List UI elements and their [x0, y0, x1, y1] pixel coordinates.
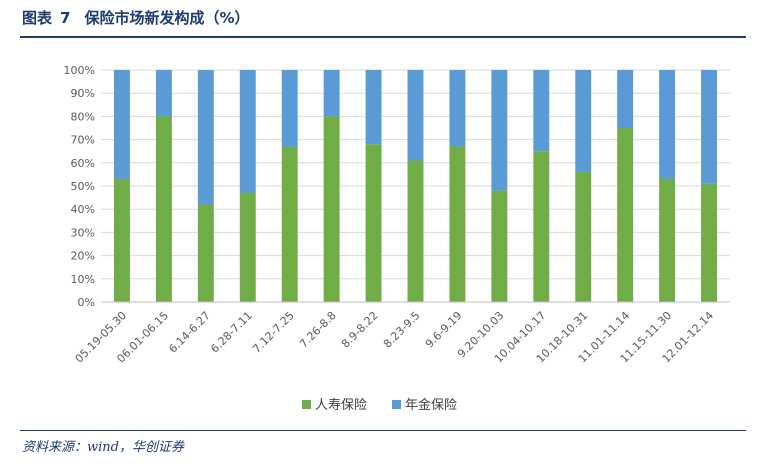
x-tick-label: 9.6-9.19 [423, 309, 465, 351]
bar-segment [701, 70, 718, 184]
y-tick-label: 80% [71, 110, 95, 123]
bar-segment [239, 70, 256, 193]
header-rule [20, 36, 746, 38]
bar-segment [575, 70, 592, 173]
bar-segment [281, 70, 298, 147]
y-tick-label: 20% [71, 250, 95, 263]
x-tick-label: 7.26-8.8 [297, 309, 339, 351]
bar-segment [617, 70, 634, 128]
bar-segment [113, 70, 130, 180]
bar-segment [449, 146, 466, 302]
y-axis: 0% 10% 20% 30% 40% 50% 60% 70% 80% 90% 100% [64, 64, 95, 309]
bar-segment [407, 70, 424, 161]
bar-segment [449, 70, 466, 147]
source-note: 资料来源：wind，华创证券 [22, 440, 184, 455]
legend-swatch [392, 400, 401, 409]
x-tick-label: 7.12-7.25 [250, 309, 297, 356]
y-tick-label: 50% [71, 180, 95, 193]
bar-segment [491, 70, 508, 191]
figure-title: 图表 7 保险市场新发构成（%） [22, 6, 249, 30]
bar-segment [113, 179, 130, 302]
bar-segment [491, 190, 508, 302]
bar-segment [155, 116, 172, 303]
legend-label: 年金保险 [405, 397, 457, 413]
y-tick-label: 0% [78, 296, 95, 309]
x-tick-label: 6.14-6.27 [166, 309, 213, 356]
y-tick-label: 90% [71, 87, 95, 100]
bars [113, 70, 718, 303]
bar-segment [575, 172, 592, 302]
y-tick-label: 60% [71, 157, 95, 170]
x-tick-label: 8.9-8.22 [339, 309, 381, 351]
figure-label: 图表 [22, 9, 53, 27]
x-tick-label: 8.23-9.5 [381, 309, 423, 351]
footer-rule [20, 430, 746, 431]
bar-segment [323, 70, 340, 117]
bar-segment [659, 70, 676, 180]
bar-segment [407, 160, 424, 302]
bar-segment [155, 70, 172, 117]
y-tick-label: 70% [71, 134, 95, 147]
bar-segment [533, 151, 550, 302]
bar-segment [617, 128, 634, 302]
y-tick-label: 100% [64, 64, 95, 77]
y-tick-label: 10% [71, 273, 95, 286]
bar-segment [701, 183, 718, 302]
figure-number: 7 [60, 9, 71, 27]
legend-swatch [302, 400, 311, 409]
legend-label: 人寿保险 [315, 398, 367, 413]
bar-segment [365, 70, 382, 145]
x-tick-label: 6.28-7.11 [208, 309, 255, 356]
bar-segment [533, 70, 550, 152]
bar-segment [659, 179, 676, 302]
bar-segment [197, 70, 214, 205]
bar-segment [197, 204, 214, 302]
bar-segment [281, 146, 298, 302]
legend: 人寿保险 年金保险 [302, 397, 457, 413]
y-tick-label: 30% [71, 226, 95, 239]
bar-segment [323, 116, 340, 303]
bar-segment [365, 144, 382, 302]
figure-title-text: 保险市场新发构成（%） [84, 9, 250, 27]
bar-segment [239, 192, 256, 302]
x-axis: 05.19-05.3006.01-06.156.14-6.276.28-7.11… [73, 301, 730, 365]
y-tick-label: 40% [71, 203, 95, 216]
